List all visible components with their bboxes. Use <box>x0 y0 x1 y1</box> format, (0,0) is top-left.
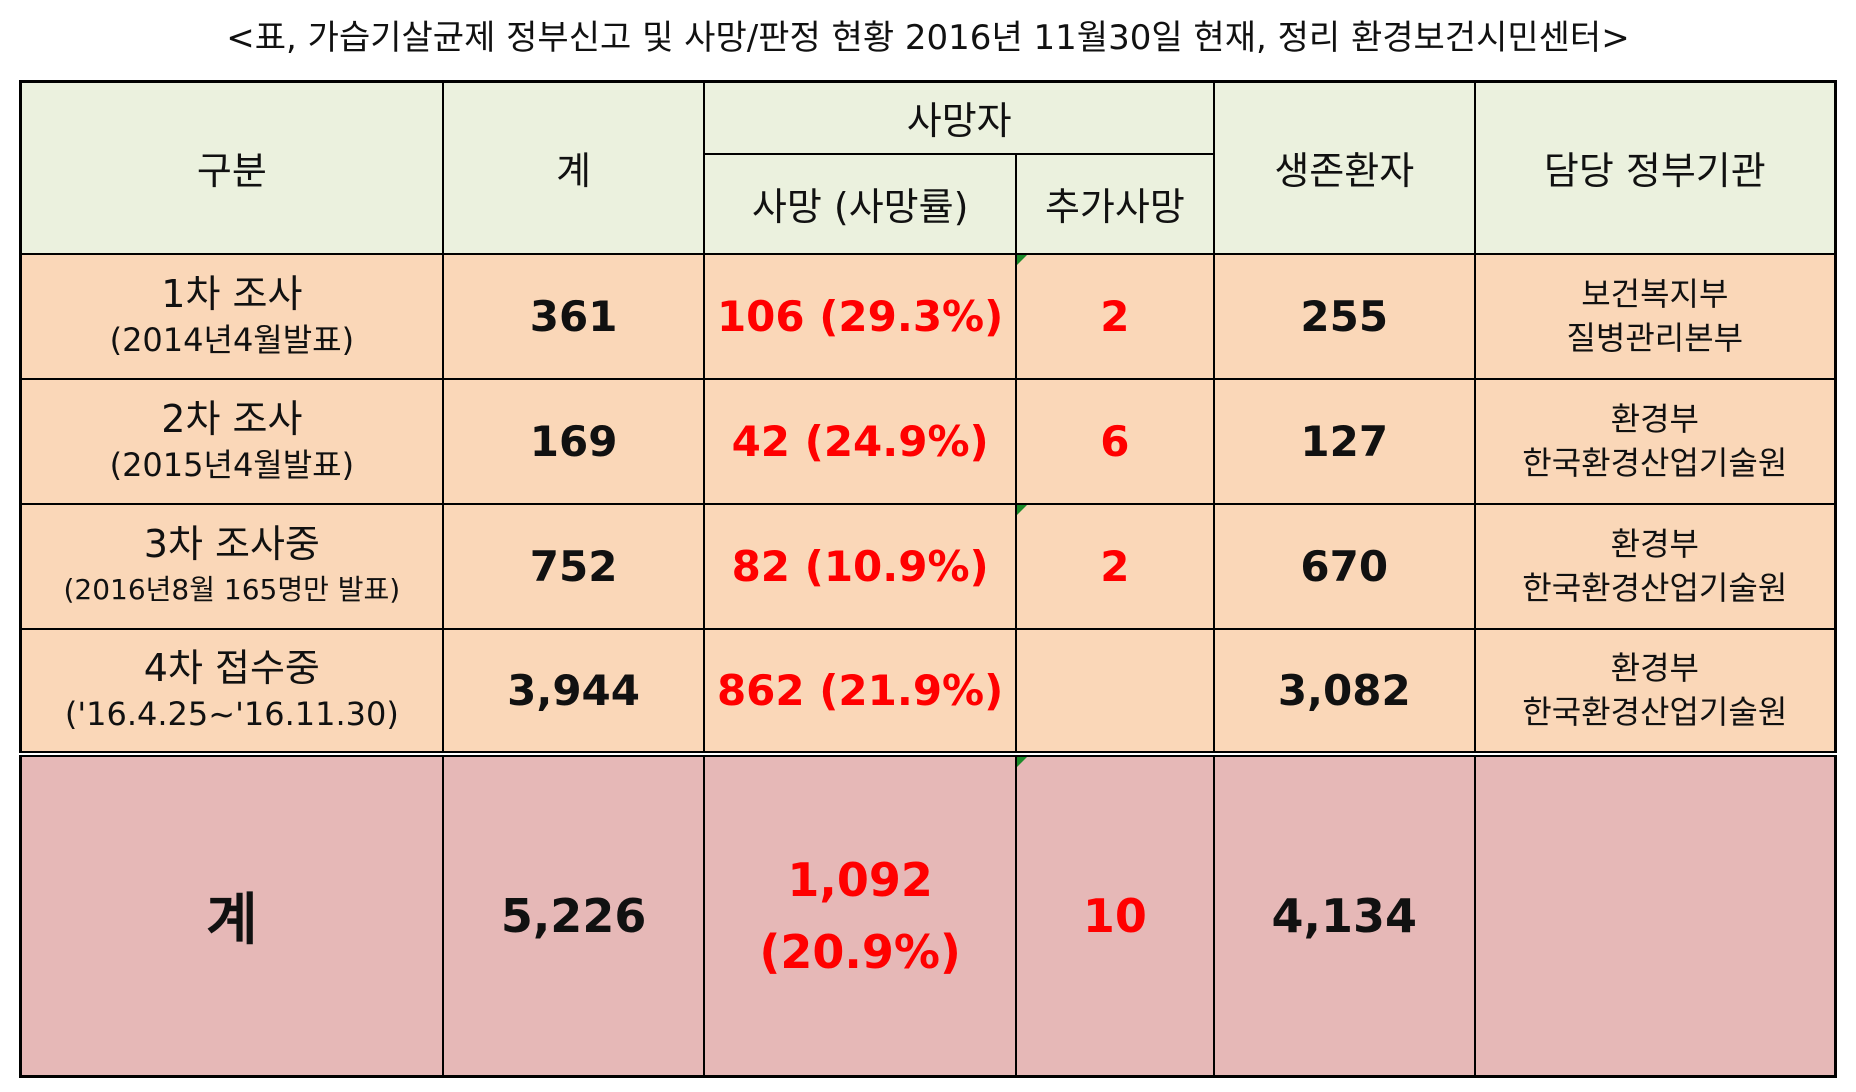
additional-deaths-cell: 2 <box>1014 252 1215 380</box>
grand-total-cell: 5,226 <box>441 750 706 1078</box>
row-label-cell: 1차 조사 (2014년4월발표) <box>19 252 444 380</box>
survivors-cell: 670 <box>1212 502 1476 630</box>
agency-cell: 환경부 한국환경산업기술원 <box>1473 627 1837 755</box>
total-cell: 3,944 <box>441 627 706 755</box>
additional-deaths-cell: 6 <box>1014 377 1215 505</box>
row-label: 3차 조사중 <box>143 522 320 566</box>
agency-line-2: 질병관리본부 <box>1566 319 1744 357</box>
total-row: 계 5,226 1,092 (20.9%) 10 4,134 <box>19 750 1837 1078</box>
agency-line-1: 환경부 <box>1610 649 1699 687</box>
total-cell: 752 <box>441 502 706 630</box>
row-label-cell: 4차 접수중 ('16.4.25~'16.11.30) <box>19 627 444 755</box>
header-category: 구분 <box>19 80 444 255</box>
total-deaths-cell: 1,092 (20.9%) <box>703 750 1017 1078</box>
deaths-cell: 106 (29.3%) <box>703 252 1017 380</box>
agency-line-2: 한국환경산업기술원 <box>1522 693 1788 731</box>
agency-line-1: 환경부 <box>1610 525 1699 563</box>
agency-cell: 보건복지부 질병관리본부 <box>1473 252 1837 380</box>
header-total: 계 <box>441 80 706 255</box>
agency-line-2: 한국환경산업기술원 <box>1522 444 1788 482</box>
header-additional-deaths: 추가사망 <box>1014 152 1215 255</box>
total-additional-deaths-cell: 10 <box>1014 750 1215 1078</box>
survivors-cell: 255 <box>1212 252 1476 380</box>
survivors-cell: 127 <box>1212 377 1476 505</box>
row-sublabel: (2016년8월 165명만 발표) <box>63 573 401 606</box>
header-deaths: 사망 (사망률) <box>703 152 1017 255</box>
total-survivors-cell: 4,134 <box>1212 750 1476 1078</box>
table-row: 2차 조사 (2015년4월발표) 169 42 (24.9%) 6 127 환… <box>19 377 1837 505</box>
row-label-cell: 3차 조사중 (2016년8월 165명만 발표) <box>19 502 444 630</box>
additional-deaths-cell: 2 <box>1014 502 1215 630</box>
deaths-cell: 862 (21.9%) <box>703 627 1017 755</box>
agency-cell: 환경부 한국환경산업기술원 <box>1473 377 1837 505</box>
row-label: 1차 조사 <box>161 272 303 316</box>
header-agency: 담당 정부기관 <box>1473 80 1837 255</box>
table-row: 1차 조사 (2014년4월발표) 361 106 (29.3%) 2 255 … <box>19 252 1837 380</box>
total-deaths-count: 1,092 <box>787 852 933 907</box>
total-cell: 361 <box>441 252 706 380</box>
row-label: 4차 접수중 <box>143 646 320 690</box>
row-label-cell: 2차 조사 (2015년4월발표) <box>19 377 444 505</box>
row-sublabel: (2015년4월발표) <box>109 446 355 484</box>
table-row: 4차 접수중 ('16.4.25~'16.11.30) 3,944 862 (2… <box>19 627 1837 755</box>
total-label: 계 <box>19 750 444 1078</box>
row-sublabel: (2014년4월발표) <box>109 321 355 359</box>
row-label: 2차 조사 <box>161 397 303 441</box>
deaths-cell: 82 (10.9%) <box>703 502 1017 630</box>
total-deaths-rate: (20.9%) <box>759 924 961 979</box>
header-deaths-group: 사망자 <box>703 80 1215 155</box>
header-survivors: 생존환자 <box>1212 80 1476 255</box>
agency-cell: 환경부 한국환경산업기술원 <box>1473 502 1837 630</box>
survivors-cell: 3,082 <box>1212 627 1476 755</box>
agency-line-1: 환경부 <box>1610 400 1699 438</box>
row-sublabel: ('16.4.25~'16.11.30) <box>64 695 399 733</box>
additional-deaths-cell <box>1014 627 1215 755</box>
total-cell: 169 <box>441 377 706 505</box>
table-caption: <표, 가습기살균제 정부신고 및 사망/판정 현황 2016년 11월30일 … <box>226 18 1630 58</box>
agency-line-2: 한국환경산업기술원 <box>1522 569 1788 607</box>
status-table: 구분 계 사망자 생존환자 담당 정부기관 사망 (사망률) 추가사망 1차 조… <box>19 80 1837 1078</box>
table-row: 3차 조사중 (2016년8월 165명만 발표) 752 82 (10.9%)… <box>19 502 1837 630</box>
total-agency-cell <box>1473 750 1837 1078</box>
agency-line-1: 보건복지부 <box>1581 275 1729 313</box>
deaths-cell: 42 (24.9%) <box>703 377 1017 505</box>
